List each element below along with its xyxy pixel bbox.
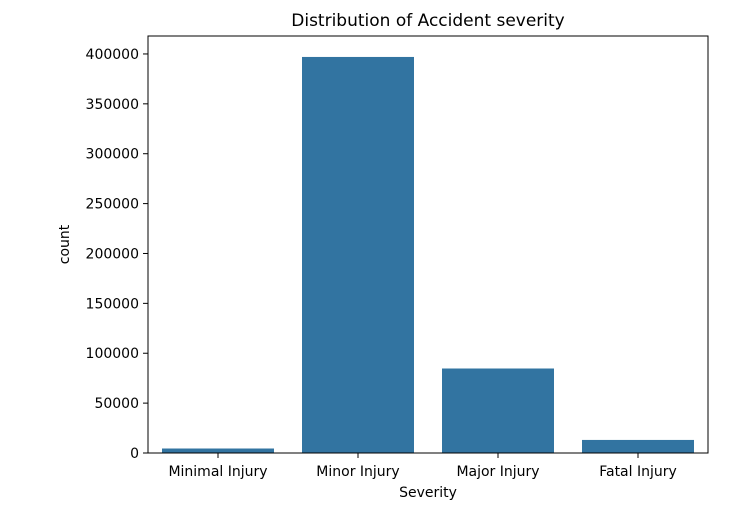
bars-group [162, 56, 694, 453]
x-tick-label: Major Injury [456, 464, 539, 480]
bar-minimal-injury [162, 448, 274, 453]
y-tick-label: 300000 [86, 147, 139, 163]
y-tick-label: 0 [130, 446, 139, 462]
y-tick-label: 350000 [86, 97, 139, 113]
x-axis-ticks: Minimal Injury Minor Injury Major Injury Fa… [168, 453, 677, 480]
y-tick-label: 400000 [86, 47, 139, 63]
bar-major-injury [442, 368, 554, 453]
y-tick-label: 100000 [86, 346, 139, 362]
plot-frame [147, 35, 709, 454]
bar-fatal-injury [582, 439, 694, 453]
x-axis-label: Severity [399, 485, 457, 501]
y-tick-label: 50000 [94, 396, 139, 412]
y-tick-label: 200000 [86, 246, 139, 262]
bar-minor-injury [302, 56, 414, 453]
x-tick-label: Minor Injury [316, 464, 399, 480]
y-tick-label: 150000 [86, 296, 139, 312]
x-tick-label: Fatal Injury [599, 464, 677, 480]
y-axis-ticks: 0 50000 100000 150000 200000 250000 300000 3500… [86, 47, 148, 462]
y-axis-label: count [57, 224, 73, 264]
plot-area: 0 50000 100000 150000 200000 250000 300000 3500… [86, 35, 709, 480]
x-tick-label: Minimal Injury [168, 464, 267, 480]
y-tick-label: 250000 [86, 197, 139, 213]
chart-title: Distribution of Accident severity [291, 11, 565, 31]
